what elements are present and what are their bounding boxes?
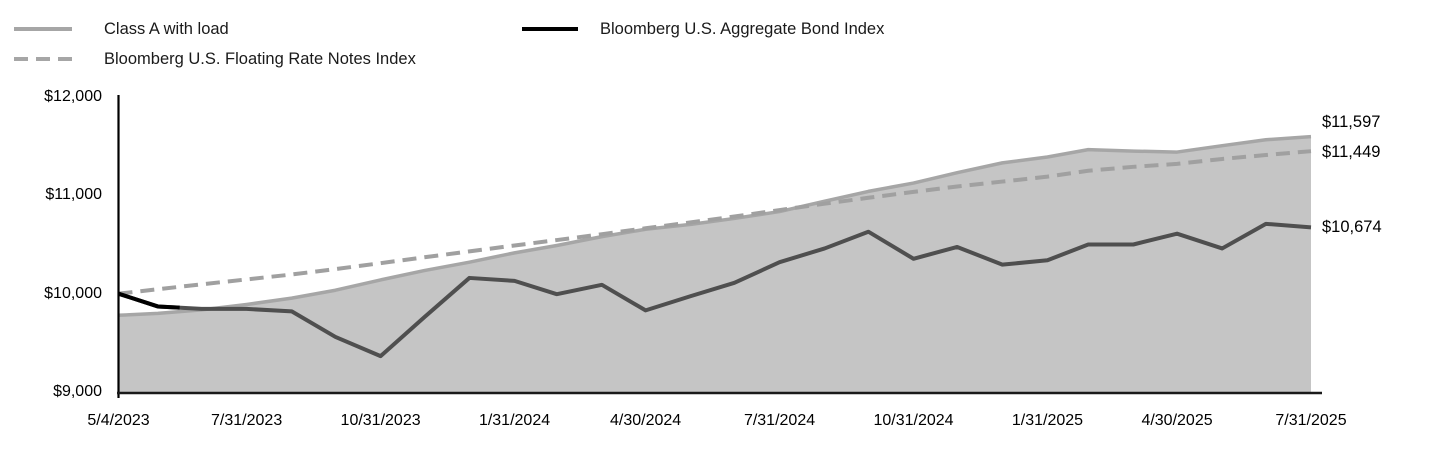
class-a-area-fill (118, 136, 1311, 392)
x-tick-label: 4/30/2025 (1141, 412, 1213, 429)
x-tick-label: 1/31/2024 (478, 412, 551, 429)
x-tick-label: 7/31/2023 (211, 412, 283, 429)
legend-label-agg-bond: Bloomberg U.S. Aggregate Bond Index (600, 20, 885, 38)
x-tick-label: 4/30/2024 (609, 412, 682, 429)
y-tick-label: $12,000 (44, 88, 102, 105)
y-tick-label: $10,000 (44, 284, 102, 302)
series-end-value-label: $10,674 (1322, 218, 1382, 237)
y-tick-label: $9,000 (53, 383, 102, 400)
floating-rate-dashed-swatch-icon (14, 56, 72, 62)
x-tick-label: 7/31/2024 (743, 412, 816, 429)
x-tick-label: 10/31/2024 (873, 412, 954, 429)
x-tick-label: 1/31/2025 (1011, 412, 1084, 429)
legend-label-class-a: Class A with load (104, 20, 229, 38)
series-end-value-label: $11,597 (1322, 112, 1381, 131)
series-end-value-label: $11,449 (1322, 143, 1381, 162)
y-tick-label: $11,000 (45, 186, 102, 204)
x-tick-label: 7/31/2025 (1275, 412, 1347, 429)
agg-bond-line (117, 221, 1312, 359)
agg-bond-line-lead (117, 291, 180, 310)
legend-label-floating-rate: Bloomberg U.S. Floating Rate Notes Index (104, 50, 416, 68)
legend-item-class-a: Class A with load (14, 19, 229, 39)
legend-item-floating-rate: Bloomberg U.S. Floating Rate Notes Index (14, 49, 416, 69)
legend-item-agg-bond: Bloomberg U.S. Aggregate Bond Index (522, 19, 884, 39)
class-a-line-swatch-icon (14, 26, 72, 32)
x-tick-label: 10/31/2023 (340, 412, 421, 429)
floating-rate-line (118, 149, 1312, 296)
agg-bond-line-swatch-icon (522, 26, 578, 32)
x-tick-label: 5/4/2023 (87, 412, 150, 429)
